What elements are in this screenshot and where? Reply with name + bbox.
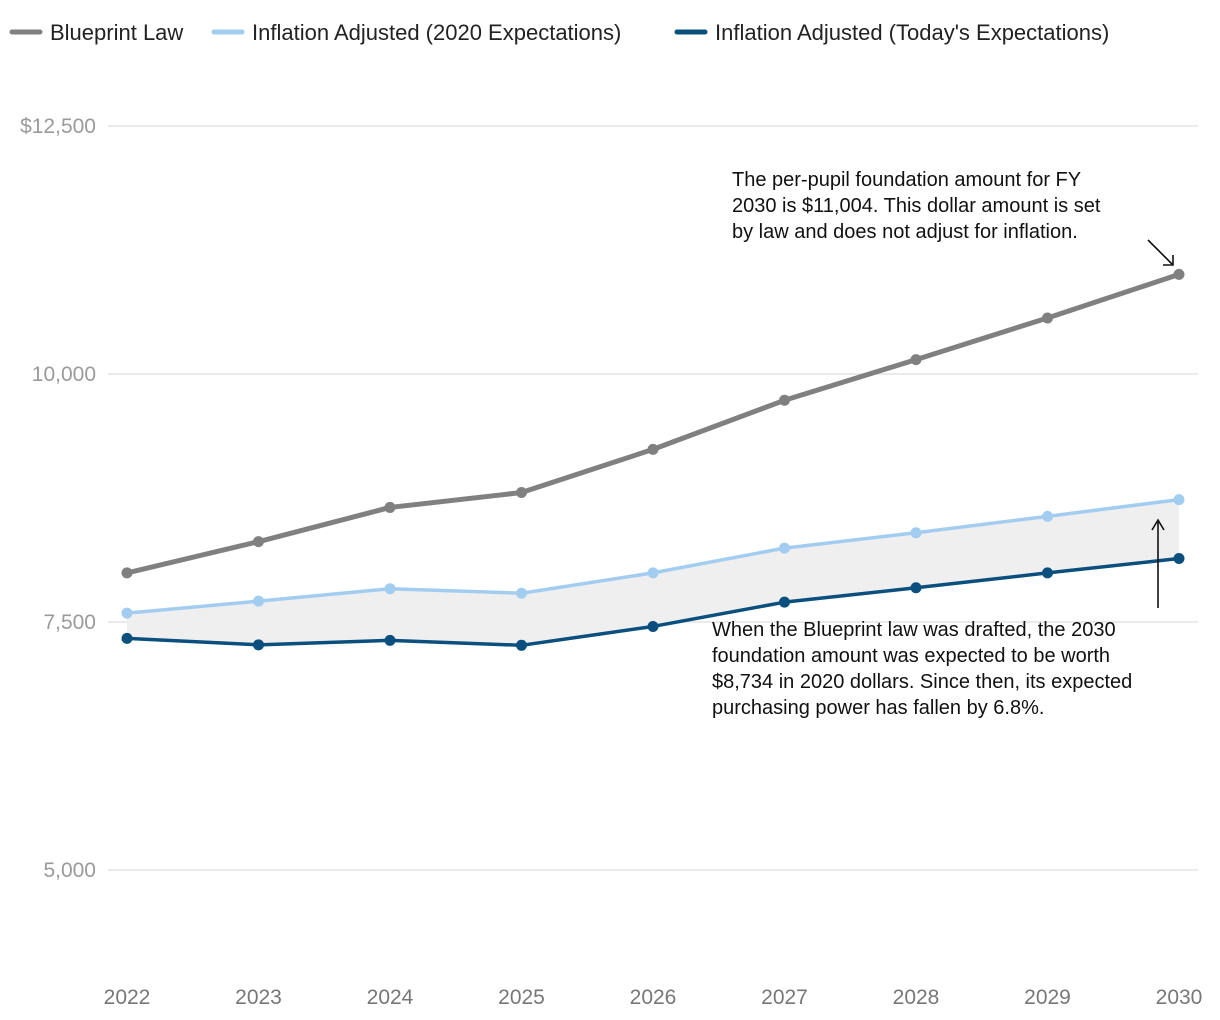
annotation-blueprint-arrowhead — [1163, 255, 1174, 266]
x-tick-label-2030: 2030 — [1156, 986, 1203, 1009]
annotation-blueprint-line-1: 2030 is $11,004. This dollar amount is s… — [732, 195, 1101, 217]
point-2-2030 — [1173, 553, 1185, 565]
y-tick-label-5000: 5,000 — [43, 859, 96, 882]
legend-label-2: Inflation Adjusted (Today's Expectations… — [715, 20, 1109, 45]
annotation-blueprint-arrow — [1147, 239, 1173, 265]
annotation-purchasing-power-line-2: $8,734 in 2020 dollars. Since then, its … — [712, 671, 1132, 693]
legend-label-0: Blueprint Law — [50, 20, 183, 45]
legend-label-1: Inflation Adjusted (2020 Expectations) — [252, 20, 621, 45]
point-0-2025 — [516, 487, 527, 499]
y-axis-ticks: 5,000 7,500 10,000 $12,500 — [20, 115, 96, 882]
point-2-2024 — [384, 634, 396, 646]
point-1-2026 — [647, 567, 659, 579]
point-0-2027 — [779, 394, 790, 406]
point-0-2026 — [647, 443, 659, 455]
x-tick-label-2022: 2022 — [104, 986, 151, 1009]
annotation-gap-arrowhead — [1151, 518, 1165, 531]
point-2-2029 — [1042, 567, 1053, 579]
point-1-2024 — [384, 583, 396, 595]
annotation-purchasing-power-line-0: When the Blueprint law was drafted, the … — [712, 619, 1116, 641]
point-0-2024 — [384, 501, 396, 513]
annotation-purchasing-power-line-3: purchasing power has fallen by 6.8%. — [712, 697, 1044, 719]
point-1-2025 — [516, 587, 527, 599]
x-axis-ticks: 2022 2023 2024 2025 2026 2027 2028 2029 2030 — [104, 986, 1203, 1009]
x-tick-label-2028: 2028 — [893, 986, 940, 1009]
x-tick-label-2027: 2027 — [761, 986, 808, 1009]
point-0-2030 — [1173, 268, 1185, 280]
annotation-blueprint-line-2: by law and does not adjust for inflation… — [732, 221, 1078, 243]
annotation-purchasing-power: When the Blueprint law was drafted, the … — [712, 619, 1132, 719]
x-tick-label-2029: 2029 — [1024, 986, 1071, 1009]
point-1-2029 — [1042, 510, 1053, 522]
annotation-blueprint-line-0: The per-pupil foundation amount for FY — [732, 169, 1081, 191]
x-tick-label-2025: 2025 — [498, 986, 545, 1009]
y-tick-label-10000: 10,000 — [32, 363, 96, 386]
point-1-2030 — [1173, 494, 1185, 506]
x-tick-label-2026: 2026 — [630, 986, 677, 1009]
point-1-2023 — [253, 595, 264, 607]
y-tick-label-12500: $12,500 — [20, 115, 96, 138]
series-points — [121, 268, 1185, 651]
annotation-blueprint: The per-pupil foundation amount for FY 20… — [732, 169, 1101, 243]
point-0-2028 — [910, 354, 922, 366]
point-0-2022 — [121, 567, 133, 579]
point-1-2028 — [910, 527, 922, 539]
y-tick-label-7500: 7,500 — [43, 611, 96, 634]
point-2-2026 — [647, 620, 659, 632]
point-2-2028 — [910, 582, 922, 594]
point-2-2023 — [253, 639, 264, 651]
point-1-2027 — [779, 542, 790, 554]
point-2-2022 — [121, 632, 133, 644]
annotation-purchasing-power-line-1: foundation amount was expected to be wor… — [712, 645, 1110, 667]
point-0-2023 — [253, 536, 264, 548]
x-tick-label-2024: 2024 — [367, 986, 414, 1009]
point-2-2025 — [516, 639, 527, 651]
x-tick-label-2023: 2023 — [235, 986, 282, 1009]
annotations: The per-pupil foundation amount for FY 20… — [712, 169, 1174, 719]
point-1-2022 — [121, 607, 133, 619]
legend: Blueprint Law Inflation Adjusted (2020 Ex… — [9, 20, 1109, 45]
point-0-2029 — [1042, 312, 1053, 324]
point-2-2027 — [779, 596, 790, 608]
